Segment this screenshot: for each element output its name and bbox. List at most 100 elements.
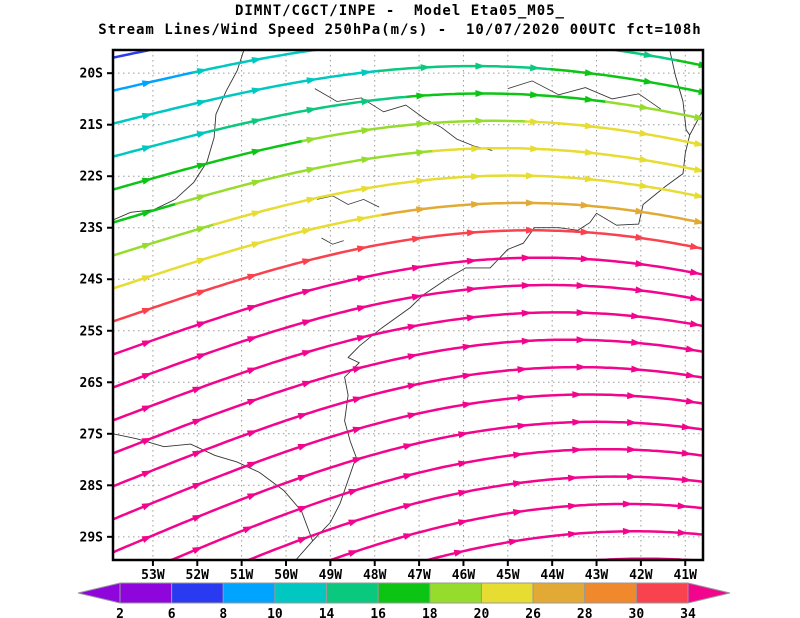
streamline-arrowhead bbox=[471, 145, 482, 153]
geography-outlines bbox=[113, 50, 703, 560]
streamline-arrowhead bbox=[526, 199, 537, 207]
streamline-arrowhead bbox=[196, 68, 208, 75]
streamline-arrowhead bbox=[530, 145, 541, 153]
streamline-arrowhead bbox=[471, 201, 482, 208]
streamline-arrowhead bbox=[246, 461, 258, 469]
colorbar-segment bbox=[377, 582, 431, 604]
streamline-arrowhead bbox=[635, 233, 646, 241]
streamline-arrowhead bbox=[466, 314, 478, 322]
streamline bbox=[301, 119, 528, 143]
axes: 53W 52W 51W 50W 49W 48W 47W 46W 45W 44W 43W 42W 41W 2… bbox=[80, 67, 698, 583]
streamline-arrowhead bbox=[251, 118, 263, 125]
streamline-arrowhead bbox=[627, 473, 638, 481]
streamline-arrowhead bbox=[352, 457, 364, 464]
lat-tick-label: 29S bbox=[80, 530, 104, 545]
streamline-arrowhead bbox=[192, 386, 204, 394]
streamline bbox=[208, 95, 410, 133]
streamline-arrowhead bbox=[301, 228, 313, 235]
streamline-arrowhead bbox=[192, 418, 204, 426]
lon-tick-label: 50W bbox=[274, 568, 298, 583]
lon-tick-label: 42W bbox=[629, 568, 653, 583]
streamline-arrowhead bbox=[416, 120, 427, 128]
streamline-arrowhead bbox=[352, 426, 364, 434]
lon-tick-label: 48W bbox=[363, 568, 387, 583]
streamline-arrowhead bbox=[356, 245, 368, 253]
streamline-arrowhead bbox=[141, 535, 153, 543]
streamline-arrowhead bbox=[580, 201, 592, 209]
streamline-arrowhead bbox=[475, 117, 486, 125]
streamline-arrowhead bbox=[301, 288, 313, 296]
streamline-arrowhead bbox=[251, 148, 263, 156]
streamline-arrowhead bbox=[584, 148, 596, 156]
streamline-arrowhead bbox=[508, 538, 520, 546]
streamline-arrowhead bbox=[246, 430, 258, 438]
streamline-arrowhead bbox=[530, 118, 541, 126]
streamline bbox=[550, 68, 703, 94]
streamline-arrowhead bbox=[466, 257, 478, 265]
streamline-arrowhead bbox=[677, 502, 689, 510]
map-area: 53W 52W 51W 50W 49W 48W 47W 46W 45W 44W 43W 42W 41W 2… bbox=[80, 48, 705, 583]
streamline-arrowhead bbox=[297, 505, 309, 513]
streamline-arrowhead bbox=[416, 206, 427, 214]
streamline-arrowhead bbox=[458, 431, 469, 439]
streamline-arrowhead bbox=[420, 64, 431, 72]
colorbar-segment bbox=[274, 582, 328, 604]
streamline-arrowhead bbox=[356, 215, 368, 223]
lon-tick-label: 41W bbox=[674, 568, 698, 583]
streamline-arrowhead bbox=[689, 320, 701, 328]
streamline-arrowhead bbox=[251, 210, 263, 218]
streamline-arrowhead bbox=[251, 241, 263, 249]
colorbar-left-arrow bbox=[77, 582, 121, 604]
colorbar-segment bbox=[429, 582, 482, 604]
lon-tick-label: 49W bbox=[319, 568, 343, 583]
streamline-arrowhead bbox=[251, 179, 263, 187]
streamline-arrowhead bbox=[356, 305, 368, 312]
streamline-arrowhead bbox=[517, 422, 528, 430]
lon-tick-label: 47W bbox=[407, 568, 431, 583]
colorbar-level-label: 30 bbox=[629, 607, 645, 618]
streamline-arrowhead bbox=[580, 255, 592, 263]
streamline-arrowhead bbox=[567, 474, 579, 482]
lon-tick-label: 53W bbox=[141, 568, 165, 583]
streamline-arrowhead bbox=[348, 488, 360, 496]
streamline bbox=[113, 311, 703, 422]
streamline-arrowhead bbox=[297, 413, 309, 420]
lat-tick-label: 25S bbox=[80, 324, 104, 339]
colorbar-segment bbox=[480, 582, 534, 604]
streamline bbox=[524, 120, 703, 147]
streamline bbox=[113, 130, 212, 158]
streamline-arrowhead bbox=[681, 476, 693, 484]
streamline-arrowhead bbox=[361, 69, 372, 77]
streamline-arrowhead bbox=[512, 509, 524, 516]
colorbar-level-label: 14 bbox=[319, 607, 335, 618]
streamline-arrowhead bbox=[192, 546, 203, 554]
streamline-arrowhead bbox=[453, 549, 465, 557]
streamline-arrowhead bbox=[689, 268, 701, 276]
streamline-arrowhead bbox=[416, 149, 427, 157]
streamline-arrowhead bbox=[301, 380, 313, 388]
streamline-arrowhead bbox=[685, 371, 697, 379]
streamline-arrowhead bbox=[457, 519, 469, 527]
streamlines-layer bbox=[113, 50, 703, 560]
streamline-arrowhead bbox=[521, 282, 533, 289]
streamline-arrowhead bbox=[192, 450, 204, 458]
streamline-arrowhead bbox=[631, 312, 642, 320]
streamline-arrowhead bbox=[141, 372, 153, 380]
streamline-arrowhead bbox=[301, 258, 313, 266]
chart-title: DIMNT/CGCT/INPE - Model Eta05_M05_ bbox=[234, 3, 565, 19]
colorbar-segment bbox=[222, 582, 276, 604]
colorbar-segment bbox=[532, 582, 586, 604]
colorbar-segment bbox=[119, 582, 173, 604]
lat-tick-label: 21S bbox=[80, 118, 104, 133]
state-border bbox=[669, 50, 691, 136]
streamline-arrowhead bbox=[141, 405, 153, 413]
streamline-arrowhead bbox=[301, 319, 313, 327]
streamline-arrowhead bbox=[196, 131, 208, 138]
colorbar-level-label: 16 bbox=[370, 607, 386, 618]
streamline-arrowhead bbox=[297, 474, 309, 482]
colorbar-segment bbox=[635, 582, 689, 604]
streamline-arrowhead bbox=[247, 367, 258, 375]
streamline-arrowhead bbox=[512, 480, 524, 488]
colorbar-right-arrow bbox=[687, 582, 731, 604]
